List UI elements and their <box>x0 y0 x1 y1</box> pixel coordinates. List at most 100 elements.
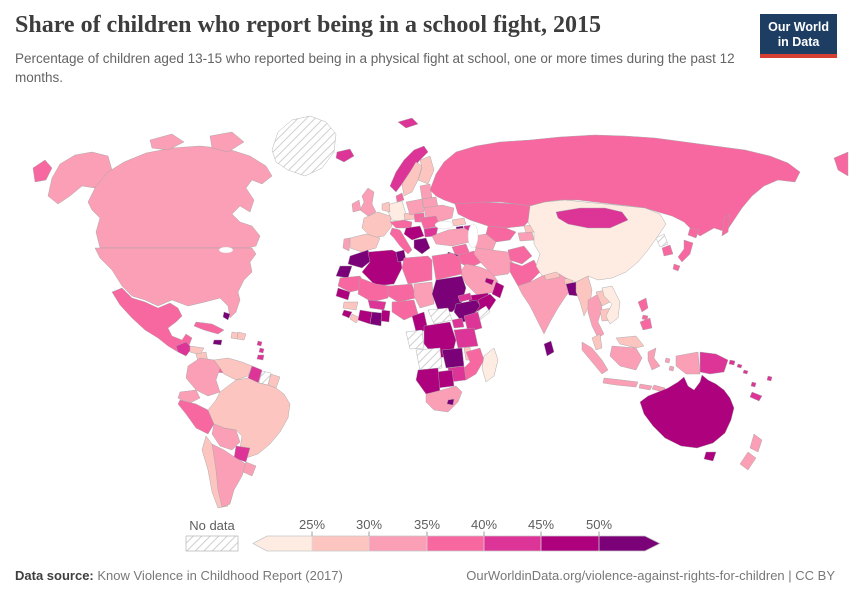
country-oman[interactable] <box>491 281 505 299</box>
country-jamaica[interactable] <box>212 339 223 346</box>
country-solomon-islands[interactable] <box>736 363 743 369</box>
country-north-korea[interactable] <box>655 233 669 248</box>
country-iran[interactable] <box>473 247 515 277</box>
country-south-africa[interactable] <box>425 385 463 413</box>
country-chukotka-e[interactable] <box>833 151 849 177</box>
country-trinidad[interactable] <box>256 354 265 361</box>
country-argentina[interactable] <box>211 443 247 508</box>
country-bahamas[interactable] <box>222 311 231 321</box>
country-finland[interactable] <box>417 155 435 185</box>
country-eritrea[interactable] <box>457 292 473 303</box>
country-mongolia[interactable] <box>555 207 629 229</box>
country-indonesia-sumatra[interactable] <box>581 341 609 375</box>
country-indonesia-papua[interactable] <box>675 351 701 375</box>
country-ghana[interactable] <box>369 311 383 327</box>
country-indonesia-sulawesi[interactable] <box>647 347 661 371</box>
country-indonesia-lesser-sunda[interactable] <box>638 383 653 391</box>
country-madagascar[interactable] <box>481 347 499 383</box>
country-norway[interactable] <box>389 145 429 193</box>
legend-segment-3[interactable] <box>427 536 484 551</box>
country-baltic-states[interactable] <box>419 183 433 200</box>
country-france[interactable] <box>361 211 393 239</box>
country-united-kingdom[interactable] <box>359 187 377 217</box>
country-greece[interactable] <box>413 237 431 255</box>
country-nigeria[interactable] <box>391 299 419 321</box>
country-indonesia-kalimantan[interactable] <box>609 345 643 371</box>
legend-segment-4[interactable] <box>484 536 541 551</box>
country-chad[interactable] <box>413 281 435 309</box>
country-kenya[interactable] <box>463 311 483 333</box>
country-western-sahara[interactable] <box>335 265 353 279</box>
country-sakhalin[interactable] <box>721 213 731 237</box>
country-malaysia-borneo[interactable] <box>615 335 645 349</box>
country-japan-hokkaido[interactable] <box>687 227 700 239</box>
country-japan-kyushu[interactable] <box>672 263 681 272</box>
country-new-zealand-south[interactable] <box>739 451 757 471</box>
country-balkans[interactable] <box>403 225 425 241</box>
country-mali[interactable] <box>357 277 391 303</box>
country-venezuela[interactable] <box>213 357 253 381</box>
country-new-britain[interactable] <box>728 359 736 366</box>
country-indonesia-java[interactable] <box>602 377 639 388</box>
country-uganda[interactable] <box>451 317 465 329</box>
country-new-caledonia[interactable] <box>749 391 763 402</box>
country-fiji[interactable] <box>766 375 773 382</box>
country-australia[interactable] <box>639 374 735 449</box>
country-guatemala[interactable] <box>175 341 193 357</box>
country-indonesia-maluku[interactable] <box>664 357 671 364</box>
country-greenland[interactable] <box>271 115 337 177</box>
country-canada-arctic-island[interactable] <box>149 133 185 151</box>
country-afghanistan[interactable] <box>507 245 533 265</box>
legend-segment-1[interactable] <box>312 536 369 551</box>
country-vietnam[interactable] <box>601 285 621 325</box>
country-lesser-antilles2[interactable] <box>258 347 265 354</box>
country-mexico[interactable] <box>111 287 193 353</box>
country-uruguay[interactable] <box>242 461 257 477</box>
country-niger[interactable] <box>387 283 417 303</box>
country-italy[interactable] <box>389 227 413 255</box>
country-central-african-republic[interactable] <box>427 307 453 325</box>
country-benelux[interactable] <box>381 201 391 213</box>
country-lesser-antilles[interactable] <box>256 340 263 347</box>
country-senegal[interactable] <box>335 287 351 301</box>
country-pakistan[interactable] <box>509 259 541 287</box>
country-sierra-leone[interactable] <box>341 309 353 319</box>
country-mozambique[interactable] <box>461 347 485 381</box>
country-chukotka-w[interactable] <box>32 159 53 183</box>
country-peru[interactable] <box>177 399 215 435</box>
country-morocco[interactable] <box>347 249 373 269</box>
country-angola[interactable] <box>415 347 443 371</box>
country-canada-arctic-island2[interactable] <box>209 131 245 153</box>
country-iceland[interactable] <box>335 148 355 163</box>
country-solomon-islands2[interactable] <box>742 369 749 375</box>
country-cote-divoire[interactable] <box>357 309 373 325</box>
country-tanzania[interactable] <box>453 327 479 349</box>
country-namibia[interactable] <box>415 367 441 395</box>
legend-no-data-swatch[interactable] <box>185 535 239 552</box>
country-switzerland-austria[interactable] <box>389 219 413 229</box>
country-cuba[interactable] <box>193 321 225 335</box>
country-guinea[interactable] <box>342 301 359 311</box>
country-philippines-mindanao[interactable] <box>639 317 653 331</box>
legend-segment-0[interactable] <box>267 536 312 551</box>
country-algeria[interactable] <box>361 249 403 287</box>
country-uae[interactable] <box>484 277 495 286</box>
country-georgia[interactable] <box>451 217 467 227</box>
country-tasmania[interactable] <box>703 451 717 462</box>
country-lesotho[interactable] <box>446 398 455 406</box>
country-ireland[interactable] <box>351 199 362 213</box>
country-new-zealand-north[interactable] <box>749 433 763 453</box>
country-united-states[interactable] <box>94 247 257 319</box>
country-japan-honshu[interactable] <box>677 239 694 263</box>
country-burkina-faso[interactable] <box>367 299 387 311</box>
country-portugal[interactable] <box>342 237 351 252</box>
country-indonesia-maluku2[interactable] <box>668 365 675 372</box>
country-libya[interactable] <box>401 255 433 285</box>
country-malaysia[interactable] <box>591 333 603 351</box>
legend-arrow-left[interactable] <box>253 536 267 551</box>
country-tajikistan[interactable] <box>517 231 535 242</box>
country-liberia[interactable] <box>349 313 361 324</box>
country-turkey[interactable] <box>431 227 475 247</box>
country-canada[interactable] <box>87 145 273 249</box>
country-zambia[interactable] <box>441 347 465 369</box>
